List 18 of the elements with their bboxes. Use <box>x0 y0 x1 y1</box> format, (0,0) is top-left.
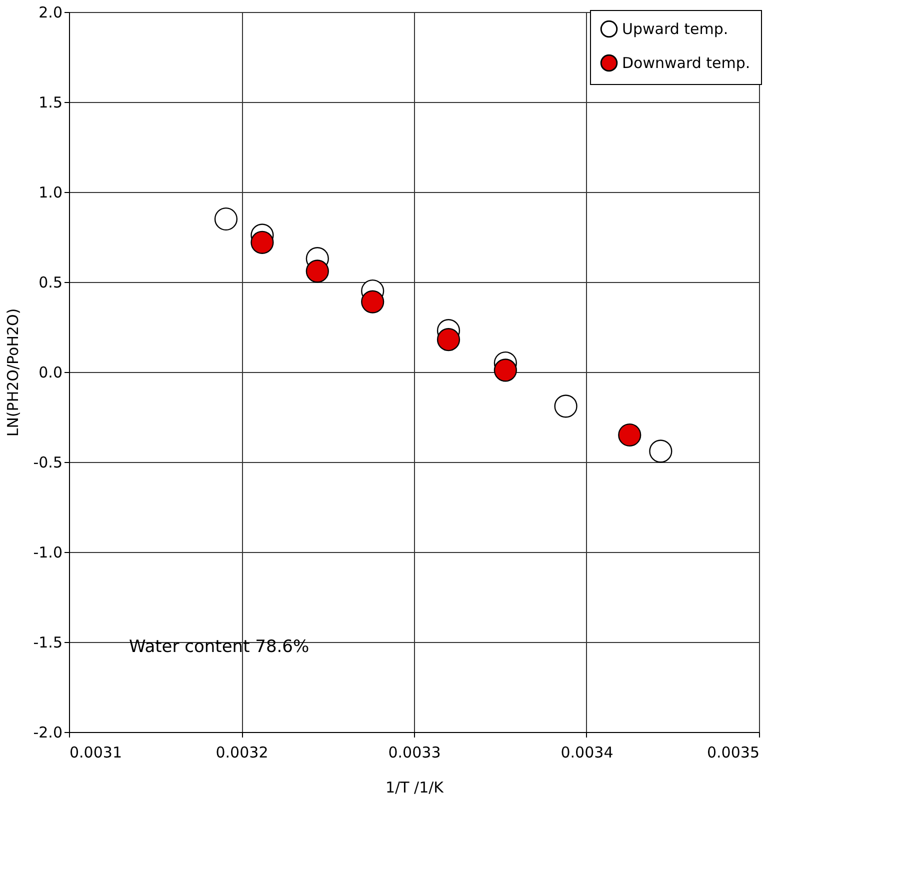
legend-label: Downward temp. <box>622 54 750 72</box>
x-tick-label: 0.0032 <box>216 744 268 762</box>
y-tick-label: -1.0 <box>33 544 62 562</box>
y-tick-label: 2.0 <box>38 4 62 22</box>
x-tick-label: 0.0034 <box>560 744 614 762</box>
y-tick-label: -2.0 <box>33 724 62 742</box>
y-tick-label: 1.5 <box>38 94 62 112</box>
y-tick-label: 1.0 <box>38 184 62 202</box>
x-axis-title: 1/T /1/K <box>385 778 445 796</box>
x-tick-label: 0.0033 <box>388 744 441 762</box>
y-tick-label: -0.5 <box>33 454 62 472</box>
legend-label: Upward temp. <box>622 20 728 38</box>
y-axis-title: LN(PH2O/PoH2O) <box>4 308 22 437</box>
y-tick-label: 0.5 <box>38 274 62 292</box>
x-tick-label: 0.0031 <box>70 744 122 762</box>
y-tick-label: -1.5 <box>33 634 62 652</box>
y-tick-label: 0.0 <box>38 364 62 382</box>
x-tick-label: 0.0035 <box>707 744 760 762</box>
